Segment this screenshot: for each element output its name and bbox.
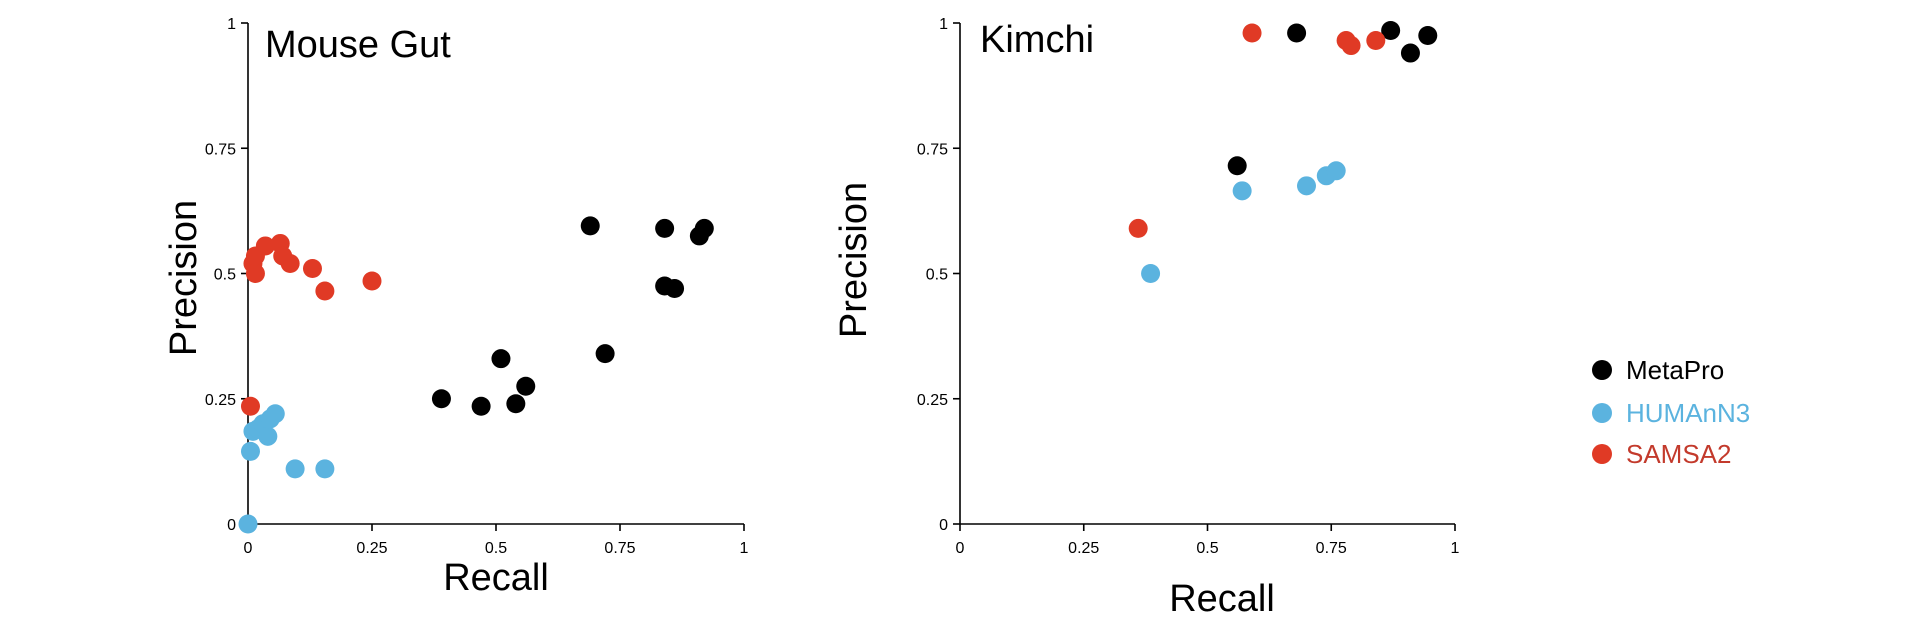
legend-marker	[1592, 444, 1612, 464]
chart-title: Mouse Gut	[265, 24, 451, 66]
chart-title: Kimchi	[980, 19, 1094, 61]
point-samsa2	[245, 264, 265, 283]
point-samsa2	[255, 236, 275, 256]
point-humann3	[1297, 176, 1316, 196]
point-samsa2	[315, 281, 335, 301]
point-samsa2	[240, 396, 260, 416]
x-tick-label: 0.5	[1196, 540, 1218, 557]
point-humann3	[315, 459, 335, 479]
x-axis-title: Recall	[1169, 578, 1275, 620]
legend-label: SAMSA2	[1626, 439, 1732, 469]
point-metapro	[1381, 21, 1401, 41]
x-tick-label: 0	[244, 540, 253, 557]
point-metapro	[1287, 23, 1307, 43]
point-metapro	[595, 344, 615, 364]
point-samsa2	[362, 271, 382, 291]
x-axis-title: Recall	[443, 557, 549, 599]
point-humann3	[1141, 264, 1161, 283]
chart-kimchi: Kimchi 0 0.25 0.5 0.75 1 0 0.25 0.5 0.75 1 Recall…	[833, 16, 1460, 620]
y-tick-label: 1	[227, 16, 236, 33]
legend-marker	[1592, 403, 1612, 423]
legend-item-metapro: MetaPro	[1592, 355, 1724, 385]
y-tick-label: 0	[227, 517, 236, 534]
y-axis-title: Precision	[833, 182, 875, 338]
point-metapro	[516, 376, 536, 396]
point-samsa2	[1341, 36, 1361, 56]
x-tick-label: 0.25	[356, 540, 387, 557]
y-tick-label: 1	[939, 16, 948, 33]
legend-marker	[1592, 360, 1612, 380]
point-metapro	[580, 216, 600, 236]
x-tick-label: 0	[956, 540, 965, 557]
legend-item-humann3: HUMAnN3	[1592, 398, 1750, 428]
point-humann3	[1232, 181, 1252, 201]
y-tick-label: 0.75	[917, 141, 948, 158]
point-humann3	[240, 441, 260, 461]
y-tick-label: 0.5	[926, 267, 948, 284]
y-tick-label: 0.75	[205, 141, 236, 158]
point-samsa2	[1242, 23, 1262, 43]
point-humann3	[285, 459, 305, 479]
point-metapro	[1418, 26, 1438, 46]
point-metapro	[471, 396, 491, 416]
point-metapro	[1227, 156, 1247, 176]
point-metapro	[694, 218, 714, 238]
x-tick-label: 0.5	[485, 540, 507, 557]
y-tick-label: 0	[939, 517, 948, 534]
point-metapro	[491, 349, 511, 369]
y-axis-title: Precision	[163, 200, 205, 356]
x-tick-label: 0.25	[1068, 540, 1099, 557]
point-humann3	[238, 514, 258, 534]
point-humann3	[258, 426, 278, 446]
point-metapro	[665, 279, 685, 299]
point-metapro	[1400, 43, 1420, 63]
point-samsa2	[1366, 31, 1386, 51]
x-tick-label: 1	[740, 540, 749, 557]
x-tick-label: 0.75	[1316, 540, 1347, 557]
legend-item-samsa2: SAMSA2	[1592, 439, 1732, 469]
point-humann3	[265, 404, 285, 424]
x-tick-label: 0.75	[604, 540, 635, 557]
y-tick-label: 0.25	[205, 392, 236, 409]
legend-label: MetaPro	[1626, 355, 1724, 385]
y-tick-label: 0.25	[917, 392, 948, 409]
legend-label: HUMAnN3	[1626, 398, 1750, 428]
point-samsa2	[1128, 218, 1148, 238]
point-metapro	[655, 218, 675, 238]
point-samsa2	[280, 253, 300, 273]
chart-mouse-gut: Mouse Gut 0 0.25 0.5 0.75 1 0 0.25 0.5 0.75 1 Rec…	[163, 16, 749, 599]
point-humann3	[1326, 161, 1346, 181]
legend: MetaPro HUMAnN3 SAMSA2	[1592, 355, 1750, 469]
point-metapro	[506, 394, 526, 414]
point-samsa2	[302, 258, 322, 278]
y-tick-label: 0.5	[214, 267, 236, 284]
x-tick-label: 1	[1451, 540, 1460, 557]
point-metapro	[431, 389, 451, 409]
